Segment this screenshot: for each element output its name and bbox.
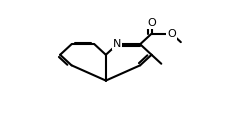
Text: O: O <box>167 29 176 39</box>
Text: N: N <box>113 39 122 49</box>
Text: O: O <box>147 18 156 28</box>
